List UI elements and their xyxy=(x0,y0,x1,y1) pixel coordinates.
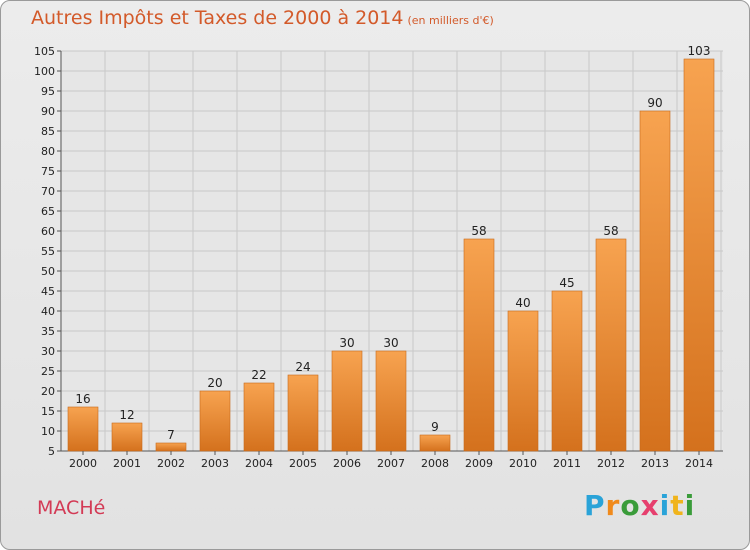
x-tick-label: 2008 xyxy=(421,457,449,470)
x-tick-label: 2014 xyxy=(685,457,713,470)
bar xyxy=(551,290,583,452)
y-tick-label: 50 xyxy=(41,265,55,278)
y-tick-label: 60 xyxy=(41,225,55,238)
y-tick-label: 85 xyxy=(41,125,55,138)
y-tick-label: 55 xyxy=(41,245,55,258)
logo-letter: x xyxy=(640,489,660,522)
bar xyxy=(111,422,143,452)
logo-letter: P xyxy=(584,489,606,522)
bar-value-label: 58 xyxy=(471,224,486,238)
bar-value-label: 7 xyxy=(167,428,175,442)
bar-value-label: 45 xyxy=(559,276,574,290)
x-tick-label: 2001 xyxy=(113,457,141,470)
y-tick-label: 65 xyxy=(41,205,55,218)
y-tick-label: 75 xyxy=(41,165,55,178)
logo-letter: r xyxy=(605,489,621,522)
bar-value-label: 40 xyxy=(515,296,530,310)
y-tick-label: 95 xyxy=(41,85,55,98)
bar xyxy=(507,310,539,452)
x-tick-label: 2011 xyxy=(553,457,581,470)
x-tick-label: 2010 xyxy=(509,457,537,470)
x-tick-label: 2012 xyxy=(597,457,625,470)
bar-value-label: 9 xyxy=(431,420,439,434)
bar xyxy=(463,238,495,452)
bar xyxy=(419,434,451,452)
bar-value-label: 22 xyxy=(251,368,266,382)
chart-title: Autres Impôts et Taxes de 2000 à 2014 (en… xyxy=(31,7,494,29)
x-tick-label: 2013 xyxy=(641,457,669,470)
bar xyxy=(683,58,715,452)
bar-value-label: 16 xyxy=(75,392,90,406)
y-tick-label: 90 xyxy=(41,105,55,118)
y-tick-label: 80 xyxy=(41,145,55,158)
y-tick-label: 45 xyxy=(41,285,55,298)
bar xyxy=(639,110,671,452)
x-tick-label: 2006 xyxy=(333,457,361,470)
bar xyxy=(67,406,99,452)
y-tick-label: 35 xyxy=(41,325,55,338)
bar xyxy=(243,382,275,452)
x-tick-label: 2007 xyxy=(377,457,405,470)
y-tick-label: 100 xyxy=(34,65,55,78)
bar-value-label: 30 xyxy=(339,336,354,350)
y-tick-label: 5 xyxy=(48,445,55,458)
x-tick-label: 2005 xyxy=(289,457,317,470)
bar-value-label: 58 xyxy=(603,224,618,238)
chart-unit: (en milliers d'€) xyxy=(407,14,494,27)
y-tick-label: 40 xyxy=(41,305,55,318)
bar xyxy=(155,442,187,452)
bar-value-label: 90 xyxy=(647,96,662,110)
bar-value-label: 12 xyxy=(119,408,134,422)
chart-title-text: Autres Impôts et Taxes de 2000 à 2014 xyxy=(31,7,404,29)
commune-name: MACHé xyxy=(37,497,106,519)
proxiti-logo: Proxiti xyxy=(584,489,695,522)
bar xyxy=(375,350,407,452)
logo-letter: i xyxy=(684,489,696,522)
logo-letter: t xyxy=(670,489,685,522)
x-tick-label: 2000 xyxy=(69,457,97,470)
y-tick-label: 20 xyxy=(41,385,55,398)
bar-value-label: 20 xyxy=(207,376,222,390)
bar-value-label: 24 xyxy=(295,360,310,374)
y-tick-label: 30 xyxy=(41,345,55,358)
x-tick-label: 2009 xyxy=(465,457,493,470)
y-tick-label: 25 xyxy=(41,365,55,378)
x-tick-label: 2004 xyxy=(245,457,273,470)
y-tick-label: 10 xyxy=(41,425,55,438)
bar xyxy=(287,374,319,452)
y-tick-label: 15 xyxy=(41,405,55,418)
x-tick-label: 2003 xyxy=(201,457,229,470)
logo-letter: i xyxy=(659,489,671,522)
bar xyxy=(199,390,231,452)
bar xyxy=(331,350,363,452)
x-tick-label: 2002 xyxy=(157,457,185,470)
y-tick-label: 70 xyxy=(41,185,55,198)
y-tick-label: 105 xyxy=(34,45,55,58)
bar-value-label: 30 xyxy=(383,336,398,350)
bar-value-label: 103 xyxy=(688,44,711,58)
logo-letter: o xyxy=(620,489,641,522)
bar xyxy=(595,238,627,452)
